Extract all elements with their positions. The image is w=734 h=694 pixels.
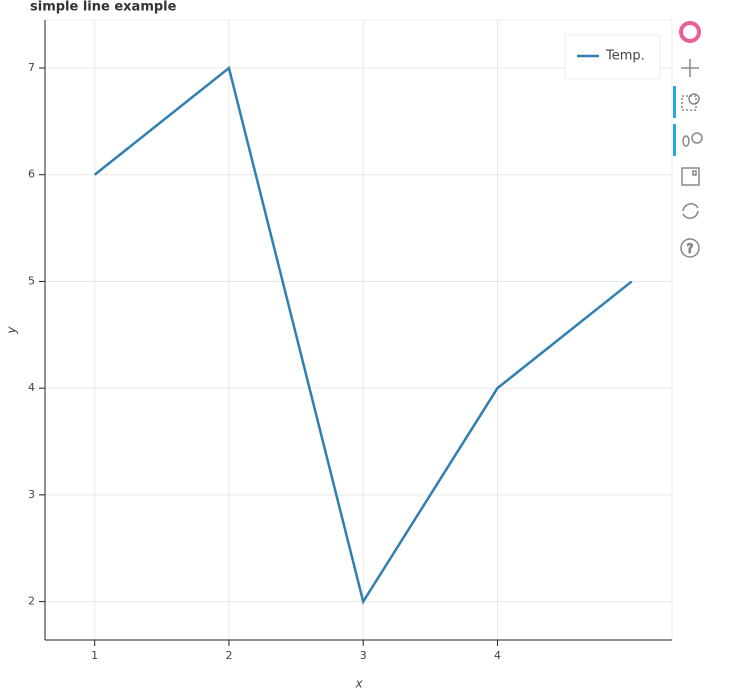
legend: Temp. <box>564 34 661 80</box>
y-tick-label: 3 <box>28 488 35 501</box>
line <box>93 65 633 605</box>
active-indicator <box>673 86 676 118</box>
x-axis-label: x <box>354 677 363 691</box>
x-tick-label: 3 <box>360 649 367 662</box>
y-axis-label: y <box>5 326 19 335</box>
chart-title: simple line example <box>30 0 177 15</box>
wheel-zoom-tool[interactable] <box>682 132 703 147</box>
y-tick-label: 2 <box>28 595 35 608</box>
y-tick-label: 4 <box>28 381 35 394</box>
pan-tool[interactable] <box>681 59 699 77</box>
y-tick-label: 6 <box>28 168 35 181</box>
legend-label: Temp. <box>605 49 645 64</box>
x-tick-label: 4 <box>494 649 501 662</box>
bokeh-logo <box>679 21 701 43</box>
help-tool[interactable]: ? <box>680 238 700 258</box>
svg-text:?: ? <box>687 242 693 256</box>
reset-tool[interactable] <box>682 203 699 219</box>
plot-frame <box>44 19 673 641</box>
box-zoom-tool[interactable] <box>681 93 700 111</box>
y-tick-label: 7 <box>28 61 35 74</box>
save-tool[interactable] <box>681 167 700 186</box>
x-tick-label: 1 <box>91 649 98 662</box>
active-indicator <box>673 124 676 156</box>
x-tick-label: 2 <box>225 649 232 662</box>
toolbar: ? <box>673 21 703 258</box>
y-tick-label: 5 <box>28 274 35 287</box>
